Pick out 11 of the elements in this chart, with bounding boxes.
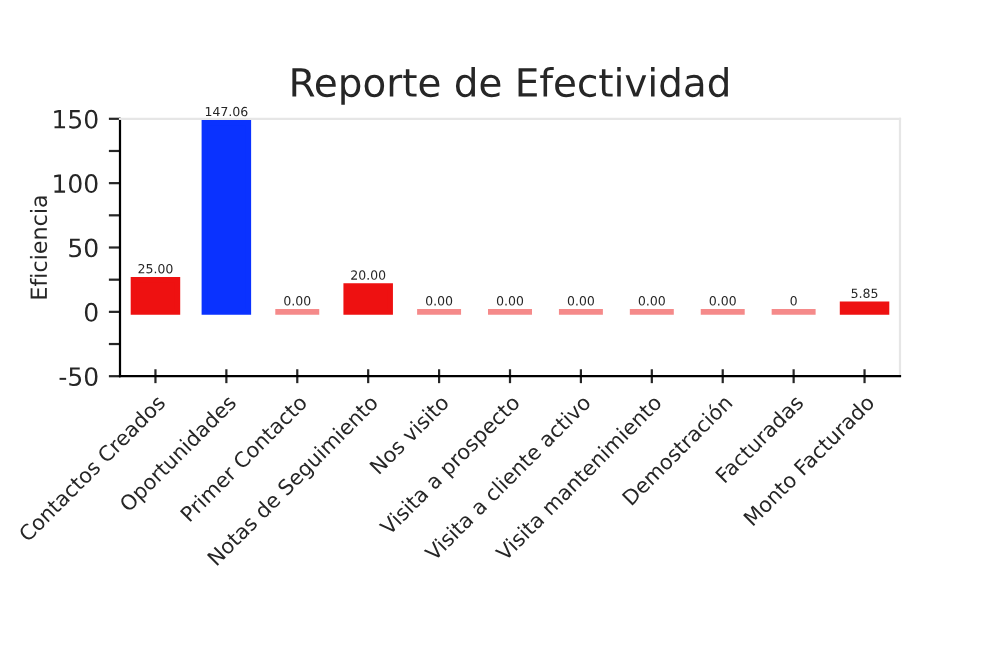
bar <box>343 283 393 315</box>
y-tick-label: -50 <box>59 367 98 387</box>
bar <box>839 301 890 315</box>
bar <box>201 119 252 315</box>
bar <box>130 276 181 315</box>
y-tick-label: 0 <box>84 302 98 322</box>
y-axis-title: Eficiencia <box>29 196 48 299</box>
y-tick-label: 150 <box>54 109 98 129</box>
chart-title: Reporte de Efectividad <box>292 67 728 105</box>
y-tick-label: 100 <box>54 174 98 193</box>
y-tick-label: 50 <box>69 238 98 258</box>
